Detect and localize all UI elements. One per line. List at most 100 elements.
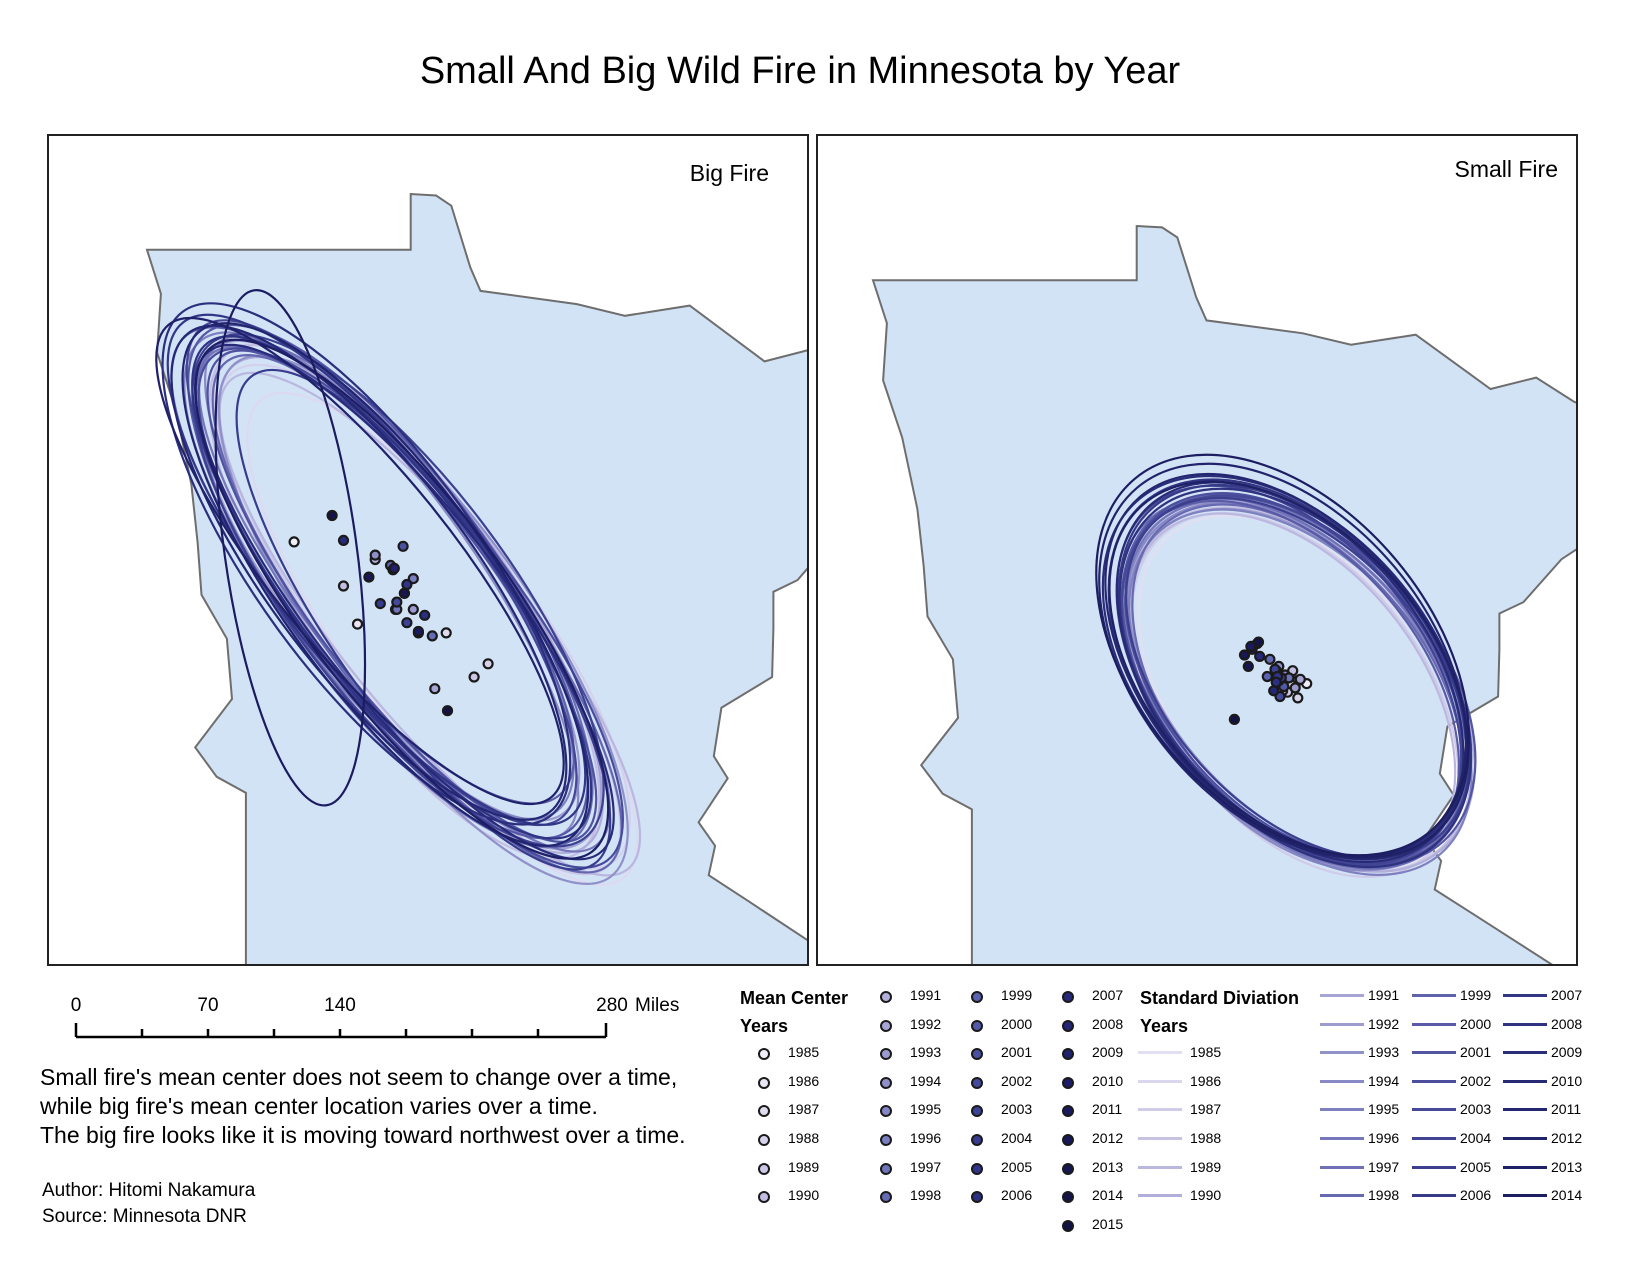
std-deviation-ellipse-2009 (193, 343, 615, 861)
mean-center-point-2014 (1252, 636, 1265, 648)
legend-year-label: 2007 (1092, 987, 1124, 1003)
mean-center-point-2007 (1254, 650, 1266, 663)
legend-dot-icon (880, 1105, 892, 1118)
legend-line-icon (1320, 994, 1364, 997)
legend-year-label: 2013 (1092, 1158, 1124, 1175)
legend-dot-icon (971, 1019, 983, 1032)
mean-center-point-2004 (374, 598, 386, 610)
mean-center-point-2015 (1228, 713, 1240, 726)
big-fire-map (145, 192, 807, 964)
std-deviation-ellipse-2013 (194, 338, 610, 860)
legend-year-label: 1993 (910, 1044, 942, 1061)
legend-dot-icon (758, 1076, 770, 1089)
scale-tick-label: 70 (197, 995, 219, 1016)
mean-center-point-1992 (429, 683, 441, 695)
big-fire-label: Big Fire (689, 160, 769, 186)
legend-year-label: 1996 (1368, 1130, 1400, 1146)
legend-mean-center-heading: Mean Center (740, 988, 849, 1008)
std-deviation-ellipse-2005 (1125, 496, 1471, 859)
std-deviation-ellipse-2014 (1095, 453, 1471, 857)
legend-dot-icon (1062, 1105, 1074, 1118)
std-deviation-ellipse-2010 (170, 324, 568, 821)
std-deviation-ellipse-2006 (166, 313, 587, 826)
legend-line-icon (1320, 1165, 1364, 1169)
legend-line-icon (1503, 1108, 1547, 1112)
legend-dot-icon (880, 1048, 892, 1061)
legend-year-label: 1997 (1368, 1158, 1400, 1175)
legend-year-label: 2005 (1460, 1158, 1492, 1175)
legend-sd-years: Years (1140, 1016, 1189, 1036)
credits: Author: Hitomi Nakamura Source: Minnesot… (42, 1178, 255, 1230)
legend-line-icon (1412, 1051, 1456, 1055)
legend-year-label: 1991 (910, 987, 942, 1003)
std-deviation-ellipse-2004 (191, 333, 605, 848)
legend-year-label: 1997 (910, 1158, 942, 1175)
legend-year-label: 1988 (788, 1130, 820, 1146)
legend-line-icon (1412, 1022, 1456, 1026)
mean-center-point-1999 (1261, 670, 1273, 683)
mean-center-point-2014 (326, 509, 338, 522)
legend-year-label: 2013 (1551, 1158, 1583, 1175)
legend-line-icon (1503, 1137, 1547, 1140)
legend-year-label: 1987 (788, 1101, 820, 1118)
legend-line-icon (1320, 1194, 1364, 1198)
note-line: The big fire looks like it is moving tow… (40, 1122, 686, 1148)
scale-tick-label: 0 (70, 995, 82, 1016)
mean-center-point-1988 (482, 658, 494, 670)
legend-year-label: 1992 (1368, 1015, 1400, 1032)
legend-year-label: 1985 (788, 1044, 820, 1061)
mean-center-point-2008 (1268, 685, 1280, 697)
minnesota-state-shape (871, 224, 1576, 964)
legend-line-icon (1412, 1137, 1456, 1140)
legend-year-label: 1989 (1190, 1158, 1222, 1175)
mean-center-point-1990 (337, 580, 350, 592)
legend-line-icon (1412, 994, 1456, 997)
legend-year-label: 1995 (910, 1101, 942, 1118)
scale-tick-label: 140 (324, 995, 356, 1016)
legend-year-label: 1989 (788, 1158, 820, 1175)
legend-dot-icon (1062, 1134, 1074, 1146)
std-deviation-ellipse-2002 (197, 347, 624, 869)
legend-year-label: 2006 (1001, 1187, 1033, 1204)
mean-center-point-1988 (1292, 692, 1304, 704)
legend-line-icon (1138, 1079, 1182, 1083)
legend-line-icon (1503, 1194, 1547, 1198)
legend-line-icon (1412, 1079, 1456, 1083)
legend-line-icon (1320, 1051, 1364, 1055)
legend-year-label: 1995 (1368, 1101, 1400, 1118)
std-deviation-ellipse-2008 (161, 302, 572, 826)
legend-dot-icon (971, 1076, 983, 1089)
scale-unit-label: Miles (635, 995, 680, 1016)
legend-year-label: 2012 (1092, 1130, 1124, 1146)
mean-center-point-2012 (363, 571, 375, 583)
legend-dot-icon (1062, 1219, 1074, 1232)
legend-year-label: 2005 (1001, 1158, 1033, 1175)
legend-year-label: 2004 (1001, 1130, 1033, 1146)
legend-dot-icon (758, 1048, 770, 1061)
legend-line-icon (1412, 1108, 1456, 1112)
std-deviation-ellipse-2013 (1108, 480, 1470, 859)
legend-line-icon (1412, 1165, 1456, 1169)
legend-line-icon (1412, 1194, 1456, 1198)
legend-year-label: 2003 (1001, 1101, 1033, 1118)
legend-dot-icon (1062, 1191, 1074, 1204)
legend-year-label: 1987 (1190, 1101, 1222, 1118)
legend-line-icon (1503, 1051, 1547, 1055)
mean-center-point-1986 (351, 618, 364, 630)
legend-year-label: 2000 (1001, 1015, 1033, 1032)
mean-center-point-1998 (1264, 653, 1276, 665)
mean-center-point-2006 (419, 609, 431, 621)
legend-dot-icon (880, 1019, 892, 1032)
legend-dot-icon (1062, 991, 1074, 1003)
legend-year-label: 2015 (1092, 1215, 1124, 1232)
legend-year-label: 2010 (1551, 1072, 1583, 1089)
legend-dot-icon (758, 1162, 770, 1175)
scale-bar: 0 70 140 280 Miles (60, 995, 700, 1055)
mean-center-point-2007 (337, 534, 350, 546)
mean-center-point-2001 (397, 540, 409, 552)
legend-line-icon (1138, 1051, 1182, 1055)
legend-year-label: 2006 (1460, 1187, 1492, 1204)
small-fire-map (871, 224, 1576, 964)
note-line: Small fire's mean center does not seem t… (40, 1064, 678, 1090)
legend-dot-icon (971, 1134, 983, 1146)
